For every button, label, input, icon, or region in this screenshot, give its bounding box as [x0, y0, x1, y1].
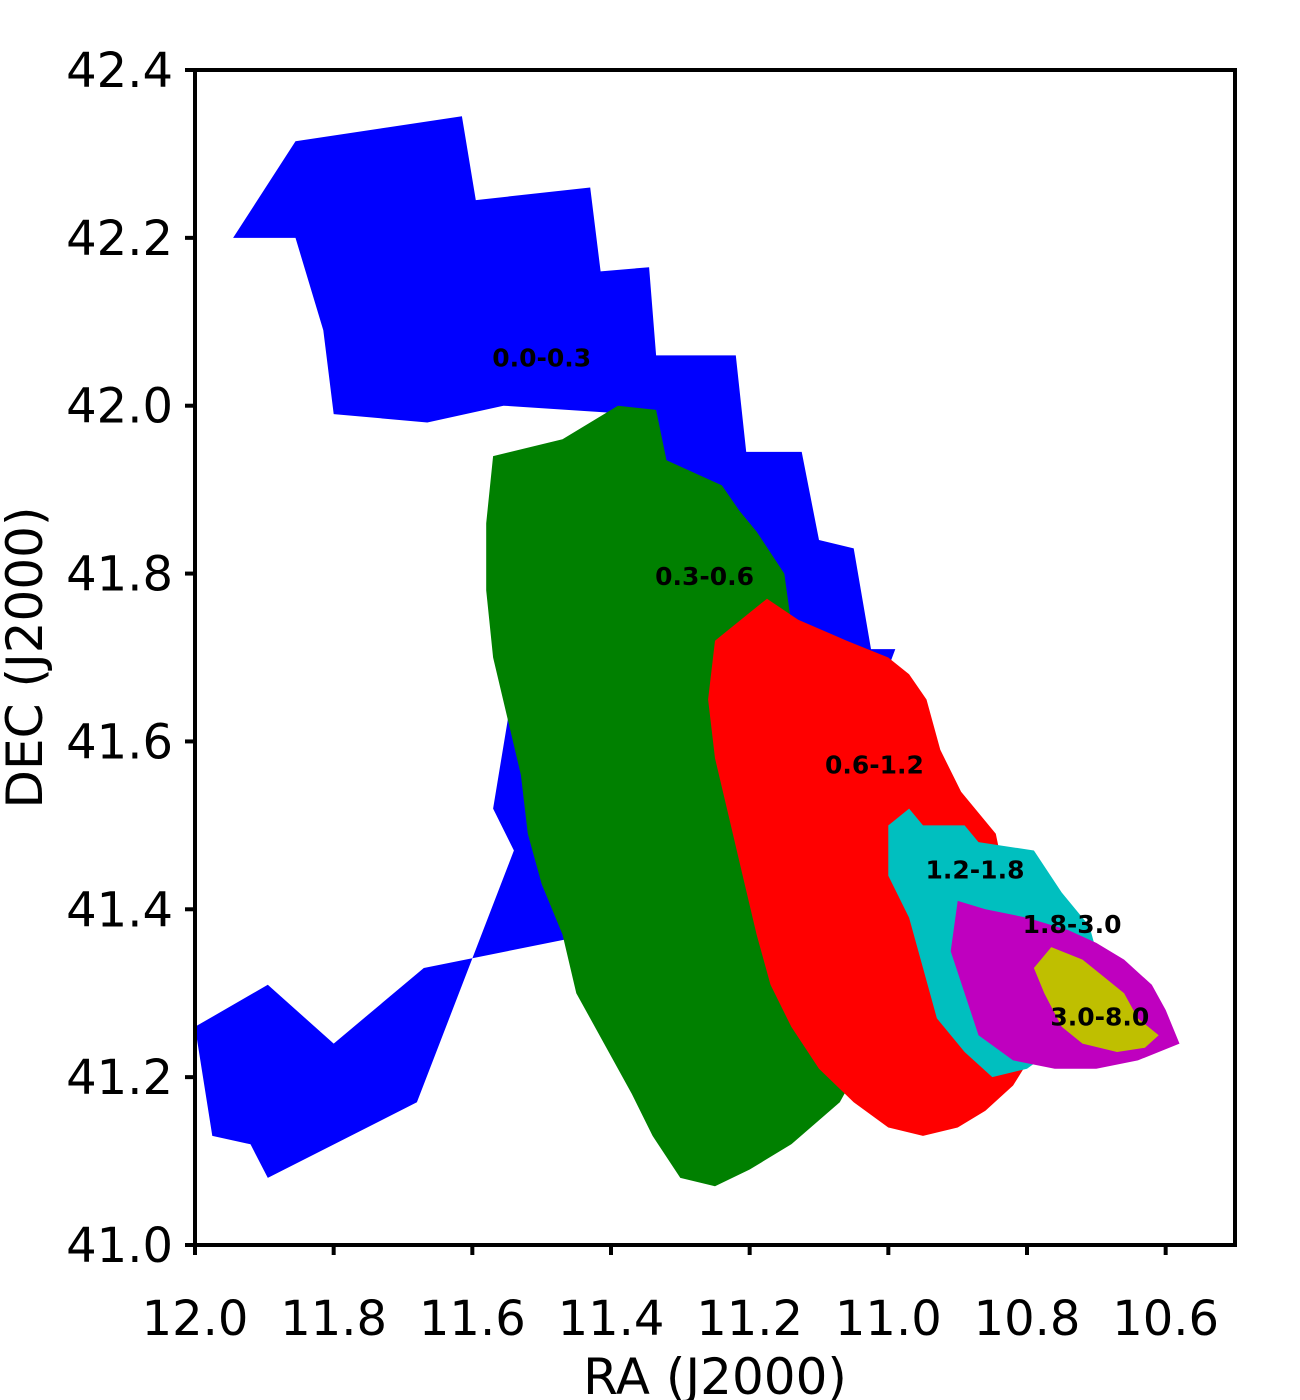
region-3.0-8.0 [1033, 947, 1159, 1052]
region-layer [195, 116, 1180, 1187]
x-tick-label: 11.4 [558, 1291, 665, 1347]
region-label-0.3-0.6: 0.3-0.6 [655, 562, 754, 591]
y-tick-label: 41.0 [66, 1218, 173, 1274]
y-tick-label: 41.6 [66, 714, 173, 770]
x-tick-label: 10.6 [1112, 1291, 1219, 1347]
x-tick-label: 12.0 [142, 1291, 249, 1347]
y-tick-label: 41.4 [66, 882, 173, 938]
x-axis: 12.0 11.8 11.6 11.4 11.2 11.0 10.8 10.6 [142, 1245, 1219, 1347]
region-label-0.0-0.3: 0.0-0.3 [492, 344, 591, 373]
x-tick-label: 10.8 [974, 1291, 1081, 1347]
y-tick-label: 42.2 [66, 211, 173, 267]
x-tick-label: 11.6 [419, 1291, 526, 1347]
y-axis-label: DEC (J2000) [0, 507, 54, 809]
region-label-layer: 0.0-0.3 0.3-0.6 0.6-1.2 1.2-1.8 1.8-3.0 3.0-8… [492, 344, 1149, 1032]
y-tick-label: 42.4 [66, 43, 173, 99]
plot-frame [193, 68, 1237, 1247]
x-axis-label: RA (J2000) [583, 1348, 847, 1400]
x-tick-label: 11.2 [696, 1291, 803, 1347]
region-label-1.2-1.8: 1.2-1.8 [926, 856, 1025, 885]
region-label-0.6-1.2: 0.6-1.2 [825, 751, 924, 780]
y-tick-label: 41.8 [66, 547, 173, 603]
x-tick-label: 11.0 [835, 1291, 942, 1347]
y-tick-label: 42.0 [66, 379, 173, 435]
region-label-1.8-3.0: 1.8-3.0 [1023, 910, 1122, 939]
x-tick-label: 11.8 [280, 1291, 387, 1347]
y-tick-label: 41.2 [66, 1050, 173, 1106]
y-axis: 41.0 41.2 41.4 41.6 41.8 42.0 42.2 42.4 [66, 43, 195, 1274]
region-label-3.0-8.0: 3.0-8.0 [1050, 1002, 1149, 1031]
